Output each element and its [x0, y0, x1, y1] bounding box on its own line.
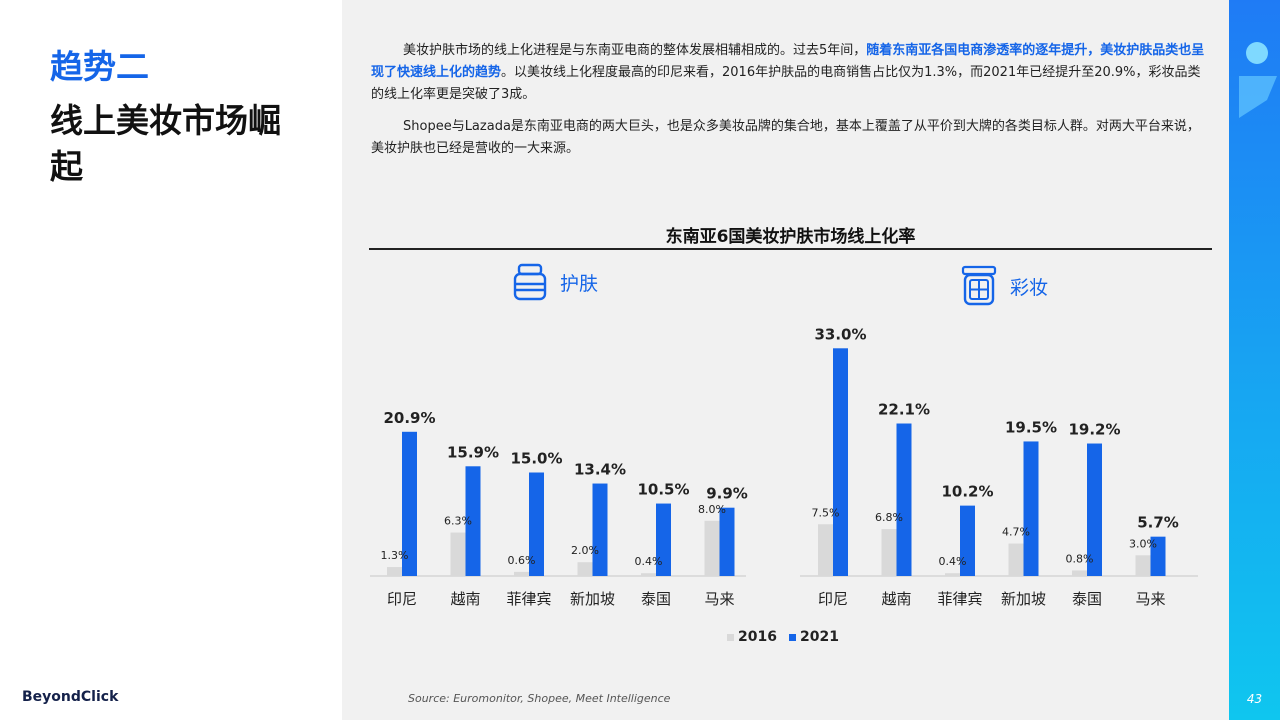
data-label-2016: 6.8% [875, 511, 903, 524]
bar-2016 [818, 524, 833, 576]
bar-2016 [881, 529, 897, 576]
trend-label: 趋势二 [50, 47, 149, 86]
data-label-2016: 0.8% [1066, 552, 1094, 565]
data-label-2016: 0.4% [635, 555, 663, 568]
data-label-2021: 15.0% [510, 450, 562, 468]
bar-2016 [704, 520, 720, 576]
bar-chart: 1.3% 20.9% 印尼 6.3% 15.9% 越南 0.6% 15.0% 菲律宾 2.0% 13… [370, 325, 1198, 608]
data-label-2016: 4.7% [1002, 526, 1030, 539]
data-label-2021: 22.1% [878, 401, 930, 419]
legend-item-2021: 2021 [788, 629, 839, 645]
category-label: 新加坡 [1001, 590, 1046, 608]
data-label-2021: 15.9% [447, 443, 499, 461]
data-label-2021: 13.4% [574, 461, 626, 479]
intro-paragraph-2: Shopee与Lazada是东南亚电商的两大巨头，也是众多美妆品牌的集合地，基本… [371, 119, 1200, 156]
intro-highlight: 随着东南亚各国电商渗透率的逐年提升，美妆护肤品类也呈现了快速线上化的趋势 [371, 43, 1205, 80]
chart-legend: 2016 2021 [727, 629, 839, 645]
data-label-2021: 10.5% [637, 481, 689, 499]
bar-2021 [896, 423, 912, 576]
right-accent-strip [1229, 0, 1280, 720]
intro-text-post: 。以美妆线上化程度最高的印尼来看，2016年护肤品的电商销售占比仅为1.3%，而… [371, 65, 1201, 102]
bar-2016 [945, 573, 960, 576]
bar-2016 [1135, 555, 1151, 576]
data-label-2021: 19.5% [1005, 418, 1057, 436]
data-label-2021: 19.2% [1068, 421, 1120, 439]
skincare-jar-icon [513, 263, 547, 301]
bar-2021 [960, 505, 975, 576]
legend-item-2016: 2016 [727, 629, 777, 645]
page-number: 43 [1246, 692, 1263, 706]
legend-swatch-2021 [788, 633, 796, 641]
data-label-2021: 10.2% [941, 483, 993, 501]
content-area: 美妆护肤市场的线上化进程是与东南亚电商的整体发展相辅相成的。过去5年间，随着东南… [342, 0, 1229, 720]
chart-title: 东南亚6国美妆护肤市场线上化率 [665, 227, 916, 247]
bar-2016 [1072, 570, 1087, 576]
bar-2021 [719, 507, 735, 576]
category-label: 菲律宾 [937, 590, 982, 608]
category-label: 越南 [881, 590, 911, 608]
bar-2021 [465, 466, 481, 576]
panel-skincare-label: 护肤 [560, 272, 599, 295]
bar-2021 [833, 348, 848, 576]
category-label: 泰国 [1072, 590, 1102, 608]
left-panel: 趋势二 线上美妆市场崛起 BeyondClick [0, 0, 342, 720]
bar-2016 [641, 573, 656, 576]
bar-2016 [387, 567, 402, 576]
legend-label-2021: 2021 [799, 629, 839, 645]
makeup-palette-icon [961, 265, 997, 306]
category-label: 马来 [704, 590, 734, 608]
data-label-2021: 33.0% [814, 325, 866, 343]
category-label: 新加坡 [570, 590, 615, 608]
category-label: 泰国 [641, 590, 671, 608]
data-label-2021: 5.7% [1137, 514, 1179, 532]
bar-2016 [1008, 543, 1024, 576]
bar-2021 [656, 503, 671, 576]
source-note: Source: Euromonitor, Shopee, Meet Intell… [408, 692, 671, 705]
category-label: 印尼 [818, 590, 848, 608]
data-label-2016: 3.0% [1129, 537, 1157, 550]
bar-2021 [402, 431, 417, 576]
category-label: 越南 [450, 590, 480, 608]
legend-swatch-2016 [727, 633, 734, 641]
brand-logo: BeyondClick [22, 689, 119, 705]
chart-title-rule [369, 248, 1212, 250]
data-label-2016: 1.3% [381, 549, 409, 562]
brand-mark-icon [1239, 42, 1277, 118]
category-label: 马来 [1135, 590, 1165, 608]
legend-label-2016: 2016 [738, 629, 777, 645]
data-label-2016: 2.0% [571, 544, 599, 557]
data-label-2016: 6.3% [444, 515, 472, 528]
bar-2021 [592, 483, 608, 576]
data-label-2016: 8.0% [698, 503, 726, 516]
bar-2021 [1150, 536, 1166, 576]
bar-2021 [529, 472, 544, 576]
bar-2016 [577, 562, 593, 576]
page-title: 线上美妆市场崛起 [50, 101, 281, 186]
panel-makeup-header: 彩妆 [960, 265, 1048, 307]
data-label-2016: 7.5% [812, 506, 840, 519]
data-label-2021: 20.9% [383, 409, 435, 427]
intro-paragraph-1: 美妆护肤市场的线上化进程是与东南亚电商的整体发展相辅相成的。过去5年间，随着东南… [371, 40, 1207, 106]
data-label-2021: 9.9% [706, 485, 748, 503]
data-label-2016: 0.4% [939, 555, 967, 568]
bar-2021 [1087, 443, 1102, 576]
bar-2016 [450, 532, 466, 576]
intro-text-pre: 美妆护肤市场的线上化进程是与东南亚电商的整体发展相辅相成的。过去5年间， [403, 43, 867, 58]
bar-2016 [514, 571, 529, 576]
category-label: 菲律宾 [506, 590, 551, 608]
bar-2021 [1023, 441, 1039, 576]
data-label-2016: 0.6% [508, 554, 536, 567]
category-label: 印尼 [387, 590, 417, 608]
panel-skincare-header: 护肤 [512, 262, 598, 302]
panel-makeup-label: 彩妆 [1010, 276, 1049, 299]
